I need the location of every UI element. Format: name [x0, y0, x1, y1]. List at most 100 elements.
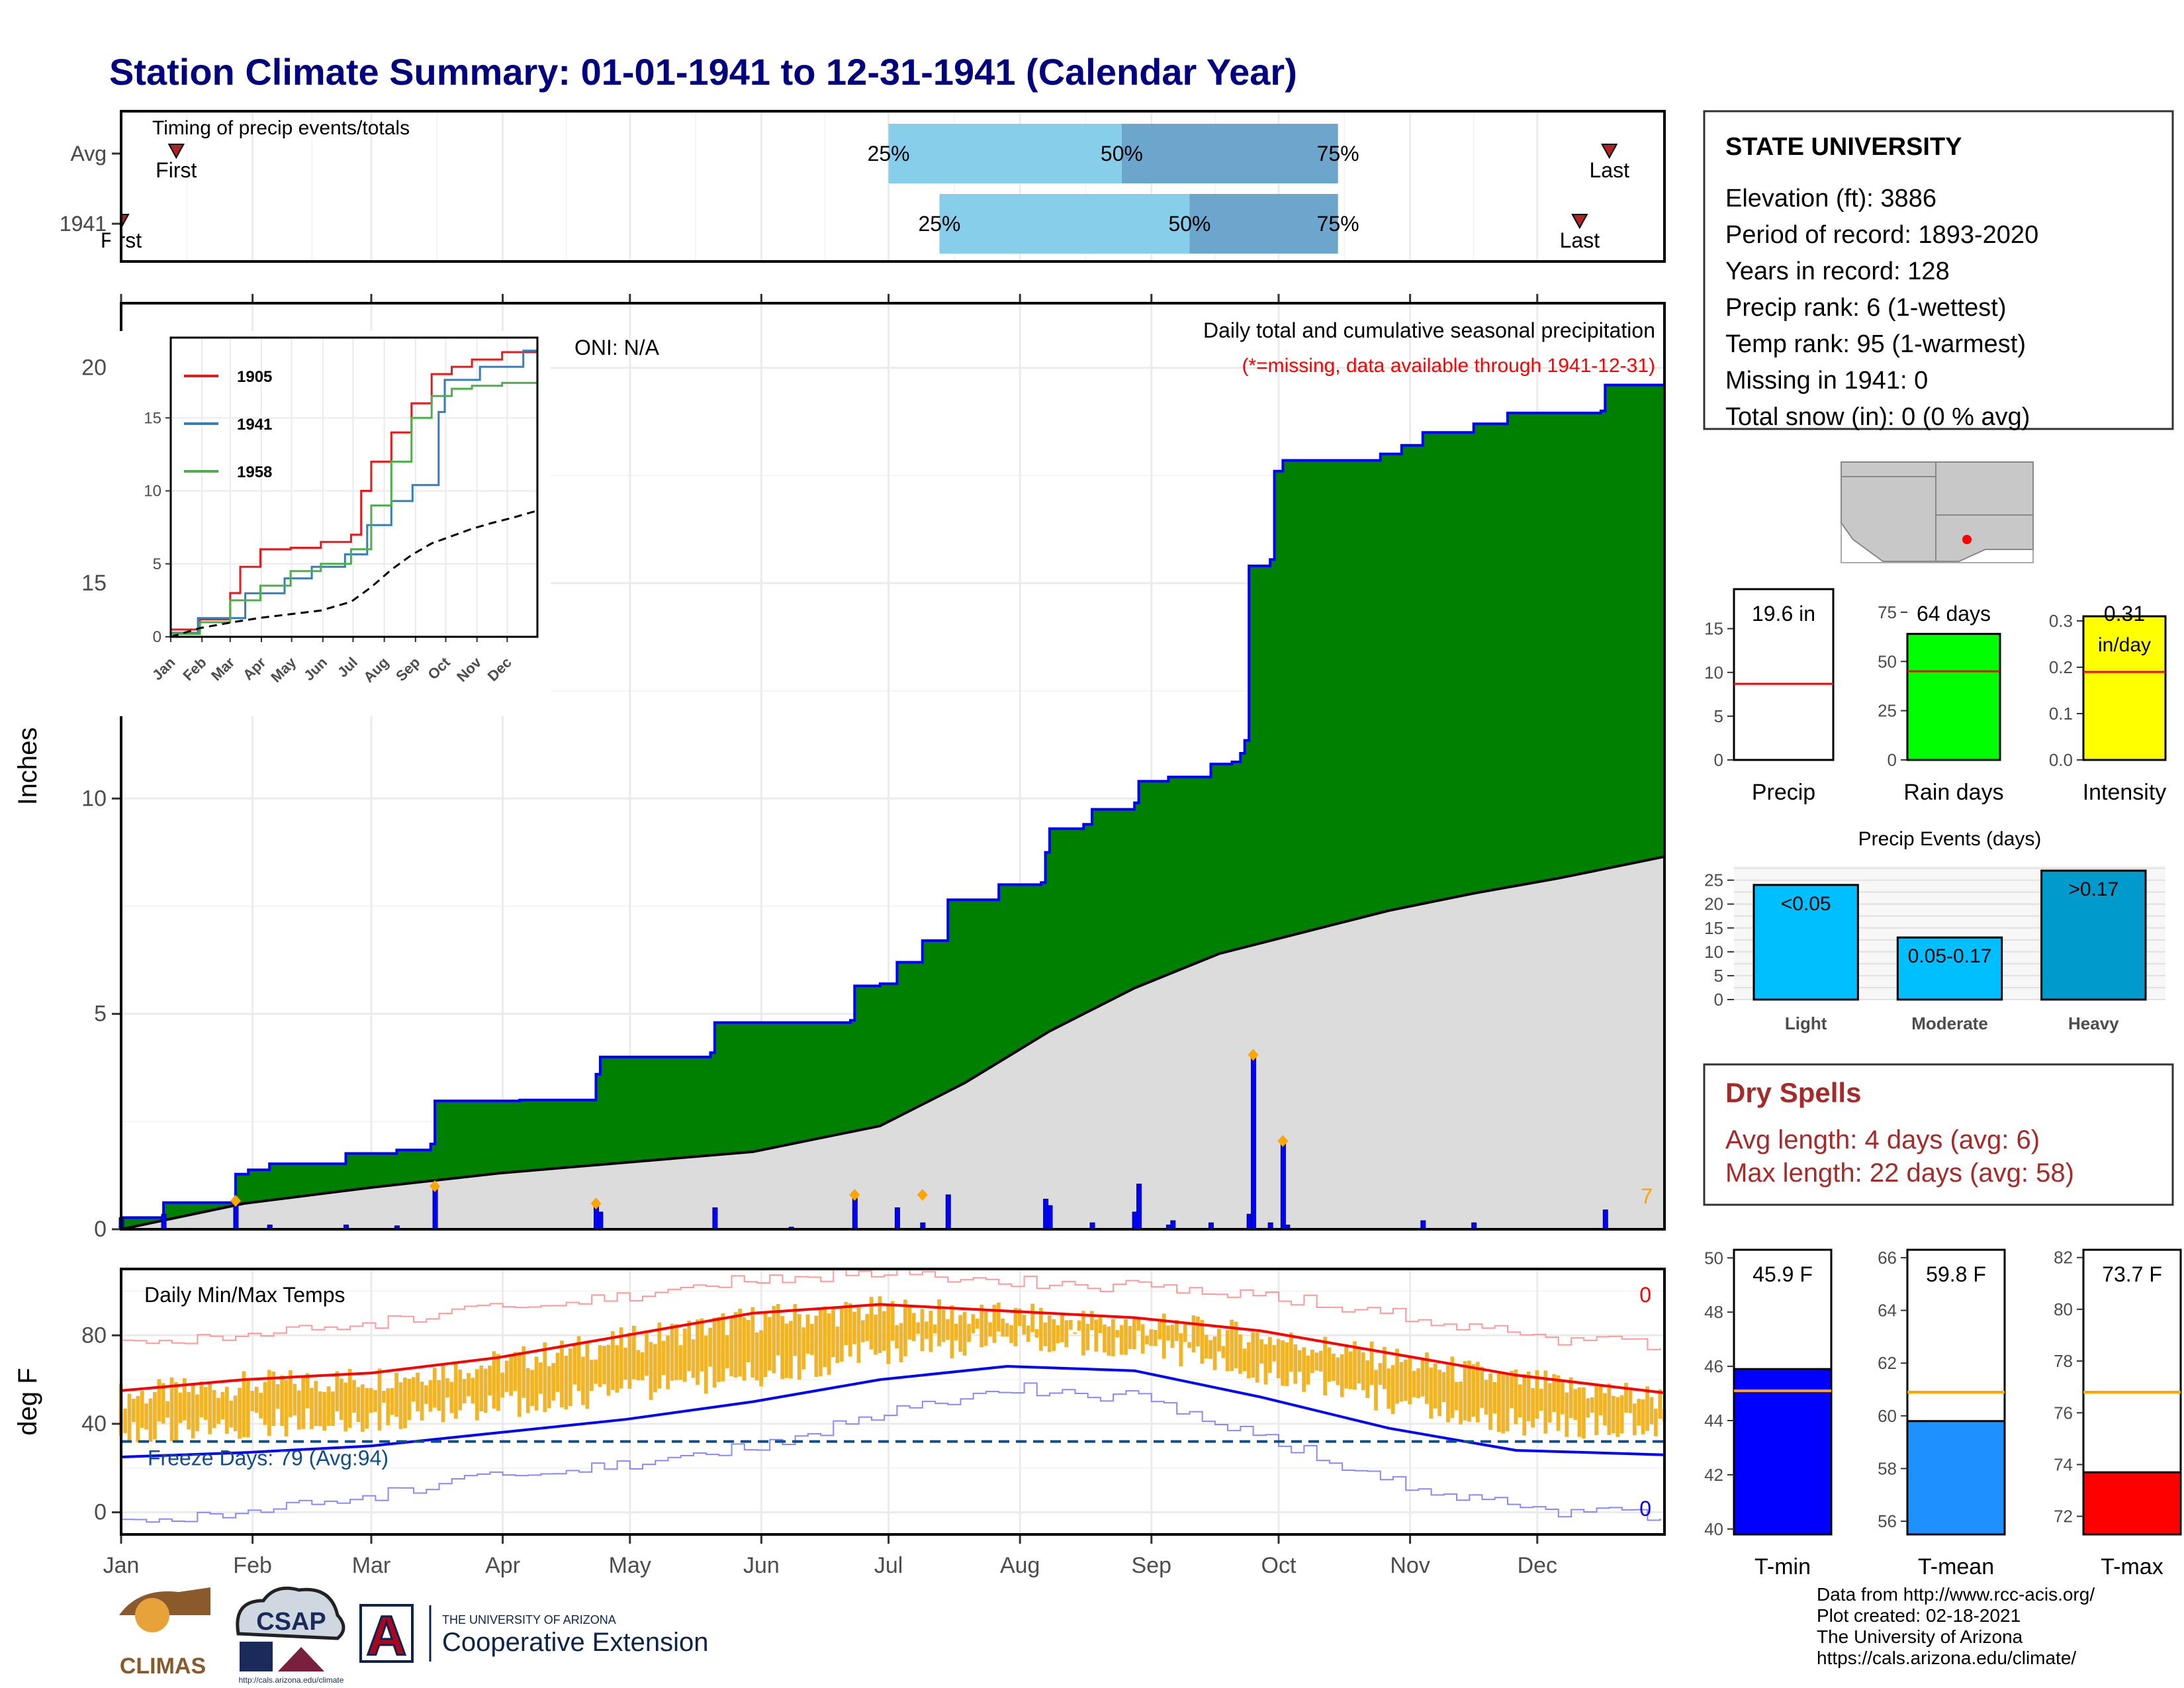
inset-frame	[169, 336, 539, 638]
daily-temp-bar	[823, 1306, 827, 1367]
daily-temp-bar	[827, 1313, 831, 1375]
temp-summary-value: 45.9 F	[1752, 1262, 1813, 1286]
daily-temp-bar	[801, 1327, 806, 1370]
page-title: Station Climate Summary: 01-01-1941 to 1…	[109, 51, 1297, 93]
daily-temp-bar	[1543, 1370, 1548, 1434]
daily-temp-bar	[712, 1317, 717, 1388]
main-ylabel: Inches	[13, 727, 42, 806]
daily-temp-bar	[1302, 1347, 1306, 1392]
daily-precip-bar	[1136, 1184, 1142, 1230]
daily-temp-bar	[1632, 1403, 1637, 1436]
daily-temp-bar	[140, 1390, 144, 1429]
daily-temp-bar	[983, 1311, 988, 1346]
inset-average-line	[170, 509, 538, 638]
daily-temp-bar	[1658, 1389, 1662, 1419]
daily-temp-bar	[920, 1309, 925, 1352]
inset-ytick-label: 5	[153, 555, 161, 573]
daily-temp-bar	[441, 1364, 445, 1423]
daily-temp-bar	[305, 1373, 310, 1409]
daily-temp-bar	[1471, 1364, 1476, 1417]
daily-temp-bar	[233, 1395, 238, 1432]
daily-temp-bar	[416, 1372, 420, 1412]
temp-frame	[120, 1268, 1666, 1536]
footer: Data from http://www.rcc-acis.org/Plot c…	[114, 1584, 2095, 1685]
daily-temp-bar	[1598, 1385, 1603, 1416]
summary-bar	[1733, 588, 1835, 761]
timing-marker	[167, 144, 185, 160]
daily-temp-bar	[1399, 1362, 1404, 1402]
daily-temp-bar	[1005, 1323, 1009, 1337]
temp-summary-ytick-label: 76	[2054, 1403, 2073, 1423]
daily-temp-bar	[967, 1324, 971, 1342]
summary-ytick-label: 0.0	[2049, 750, 2073, 770]
station-info-line: Period of record: 1893-2020	[1725, 221, 2038, 249]
daily-temp-bar	[1594, 1385, 1599, 1436]
daily-temp-bar	[598, 1345, 602, 1387]
daily-temp-bar	[682, 1329, 687, 1382]
daily-temp-bar	[1263, 1344, 1268, 1385]
daily-temp-bar	[398, 1382, 403, 1429]
precip-event-bar	[1752, 884, 1859, 1001]
summary-ytick-label: 0	[1714, 750, 1723, 770]
temp-panel-title: Daily Min/Max Temps	[144, 1283, 345, 1307]
daily-temp-bar	[1149, 1329, 1154, 1346]
daily-temp-bar	[1547, 1383, 1552, 1423]
temp-summary-ytick-label: 42	[1704, 1465, 1723, 1485]
daily-temp-bar	[1200, 1319, 1205, 1364]
daily-temp-bar	[500, 1372, 505, 1398]
timing-marker-label: Last	[1560, 228, 1600, 252]
daily-temp-bar	[860, 1320, 865, 1342]
daily-temp-bar	[1514, 1369, 1518, 1425]
station-info-line: Years in record: 128	[1725, 258, 1950, 285]
main-ytick-label: 15	[81, 571, 107, 596]
daily-temp-bar	[606, 1344, 611, 1396]
daily-temp-bar	[365, 1387, 369, 1429]
daily-temp-bar	[831, 1308, 835, 1357]
daily-temp-bar	[543, 1342, 547, 1413]
timing-pct-label: 50%	[1101, 142, 1143, 165]
daily-temp-bar	[780, 1316, 784, 1380]
daily-temp-bar	[1429, 1367, 1433, 1419]
precip-event-bar-label: >0.17	[2068, 878, 2118, 900]
summary-ytick-label: 50	[1878, 651, 1897, 671]
temp-summary-ytick-label: 60	[1878, 1406, 1897, 1426]
daily-temp-bar	[1425, 1352, 1429, 1404]
daily-temp-bar	[1492, 1382, 1497, 1414]
timing-marker-label: Last	[1589, 158, 1629, 182]
daily-temp-bar	[390, 1387, 394, 1415]
inset-legend-label: 1905	[237, 368, 272, 386]
temp-summary-bar	[1906, 1420, 2006, 1536]
heavy-precip-marker	[230, 1195, 241, 1207]
daily-temp-bar	[339, 1378, 343, 1420]
timing-pct-label: 50%	[1168, 212, 1210, 236]
daily-temp-bar	[704, 1335, 708, 1394]
daily-temp-bar	[1340, 1354, 1344, 1397]
daily-temp-bar	[195, 1394, 199, 1432]
daily-temp-bar	[1649, 1397, 1654, 1425]
daily-temp-bar	[522, 1346, 526, 1398]
daily-temp-bar	[907, 1305, 912, 1340]
daily-temp-bar	[458, 1370, 463, 1411]
daily-temp-bar	[1085, 1323, 1090, 1350]
daily-temp-bar	[199, 1381, 204, 1418]
daily-temp-bar	[1361, 1352, 1365, 1391]
daily-temp-bar	[610, 1331, 615, 1390]
daily-temp-bar	[1615, 1397, 1620, 1437]
daily-temp-bar	[178, 1392, 183, 1423]
temperature-panel: Freeze Days: 79 (Avg:94) Daily Min/Max Te…	[13, 1268, 1666, 1578]
daily-temp-bar	[954, 1323, 958, 1340]
daily-temp-bar	[1081, 1311, 1085, 1356]
daily-temp-bar	[661, 1340, 666, 1376]
daily-temp-bar	[1276, 1338, 1281, 1379]
dry-spells-frame	[1703, 1063, 2174, 1206]
timing-frame	[120, 110, 1666, 263]
timing-bar-50-75	[1189, 194, 1338, 254]
temp-summary-ytick-label: 66	[1878, 1248, 1897, 1268]
daily-temp-bar	[1561, 1380, 1565, 1415]
month-label: Aug	[1000, 1553, 1040, 1578]
timing-pct-label: 25%	[918, 212, 960, 236]
daily-temp-bar	[1336, 1357, 1340, 1385]
daily-temp-bar	[1089, 1311, 1094, 1331]
daily-temp-bar	[971, 1314, 976, 1334]
daily-temp-bar	[144, 1403, 148, 1430]
